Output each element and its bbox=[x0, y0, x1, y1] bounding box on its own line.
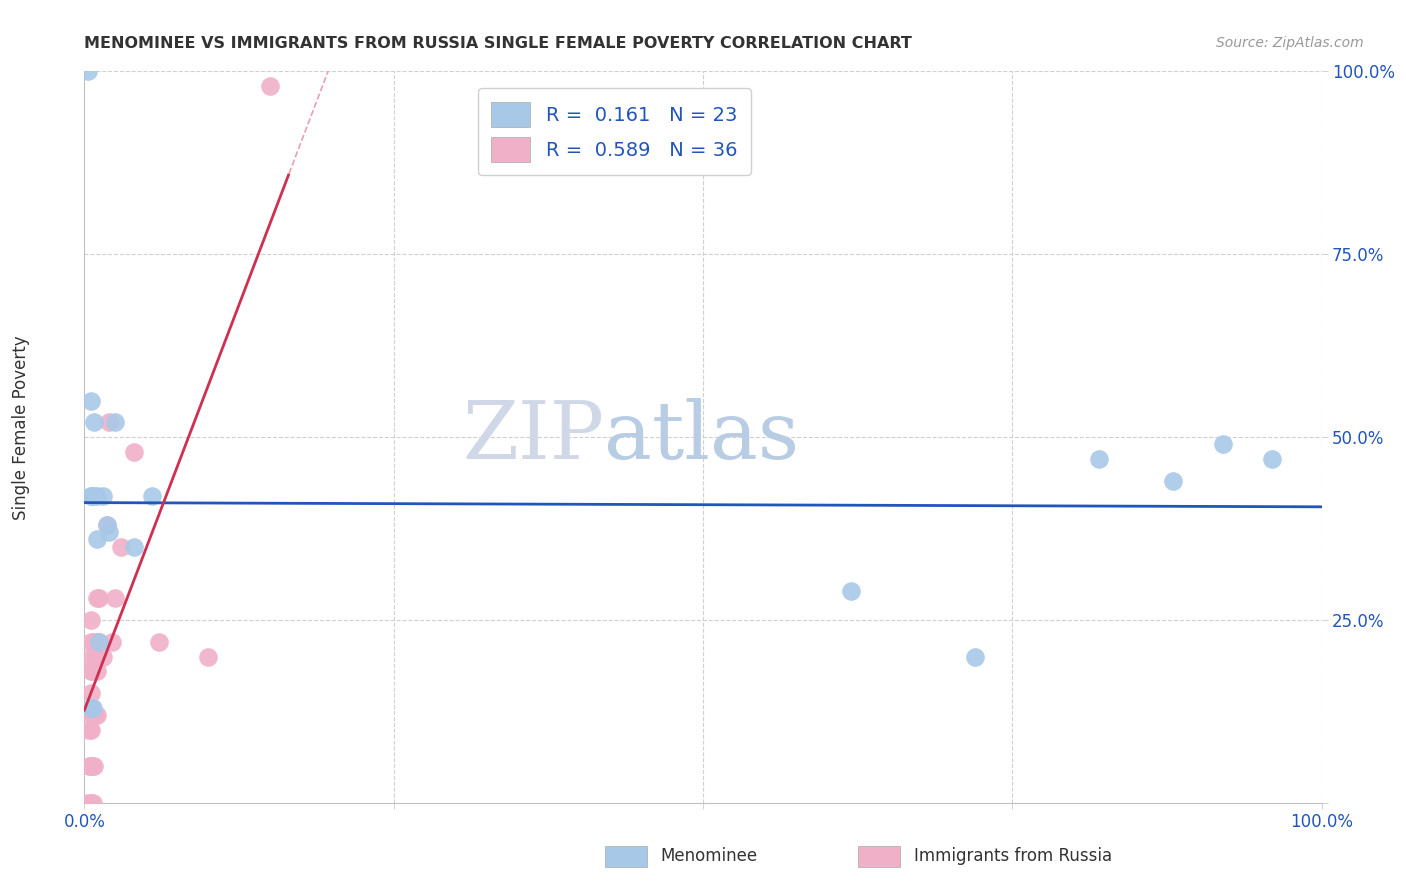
Point bbox=[77, 64, 100, 78]
Point bbox=[1161, 474, 1184, 488]
Point bbox=[86, 533, 108, 547]
Point bbox=[1212, 437, 1234, 451]
Point bbox=[89, 591, 111, 605]
Point bbox=[79, 759, 101, 773]
Text: Single Female Poverty: Single Female Poverty bbox=[13, 336, 30, 520]
Point bbox=[104, 416, 127, 430]
Point bbox=[86, 708, 108, 723]
Point bbox=[80, 664, 103, 678]
Point bbox=[84, 649, 107, 664]
Point bbox=[83, 635, 105, 649]
Point bbox=[79, 649, 101, 664]
Point bbox=[148, 635, 170, 649]
Point bbox=[84, 708, 107, 723]
Text: Menominee: Menominee bbox=[661, 847, 758, 865]
Point bbox=[259, 78, 281, 93]
Point bbox=[110, 540, 132, 554]
Point bbox=[96, 517, 118, 532]
Point bbox=[79, 700, 101, 714]
Point bbox=[89, 635, 111, 649]
Point bbox=[100, 635, 122, 649]
Point bbox=[98, 416, 121, 430]
Point bbox=[83, 759, 105, 773]
Point bbox=[77, 796, 100, 810]
Text: atlas: atlas bbox=[605, 398, 799, 476]
Point bbox=[965, 649, 987, 664]
Text: Immigrants from Russia: Immigrants from Russia bbox=[914, 847, 1112, 865]
Point bbox=[79, 393, 101, 408]
Point bbox=[141, 489, 163, 503]
Point bbox=[86, 591, 108, 605]
Text: ZIP: ZIP bbox=[463, 398, 605, 476]
Point bbox=[83, 416, 105, 430]
Point bbox=[98, 525, 121, 540]
Text: Source: ZipAtlas.com: Source: ZipAtlas.com bbox=[1216, 36, 1364, 50]
Point bbox=[80, 708, 103, 723]
Point bbox=[79, 796, 101, 810]
Point bbox=[841, 583, 863, 598]
Point bbox=[79, 489, 101, 503]
Point bbox=[91, 489, 114, 503]
Point bbox=[79, 613, 101, 627]
Point bbox=[104, 591, 127, 605]
Point bbox=[79, 489, 101, 503]
Text: MENOMINEE VS IMMIGRANTS FROM RUSSIA SINGLE FEMALE POVERTY CORRELATION CHART: MENOMINEE VS IMMIGRANTS FROM RUSSIA SING… bbox=[84, 36, 912, 51]
Point bbox=[89, 635, 111, 649]
Point bbox=[82, 796, 104, 810]
Legend: R =  0.161   N = 23, R =  0.589   N = 36: R = 0.161 N = 23, R = 0.589 N = 36 bbox=[478, 88, 751, 176]
Point bbox=[1261, 452, 1284, 467]
Point bbox=[82, 700, 104, 714]
Point bbox=[80, 759, 103, 773]
Point bbox=[79, 635, 101, 649]
Point bbox=[122, 540, 145, 554]
Point bbox=[79, 723, 101, 737]
Point bbox=[79, 723, 101, 737]
Point bbox=[79, 759, 101, 773]
Point bbox=[79, 686, 101, 700]
Point bbox=[96, 517, 118, 532]
Point bbox=[91, 649, 114, 664]
Point bbox=[79, 664, 101, 678]
Point bbox=[86, 635, 108, 649]
Point bbox=[83, 489, 105, 503]
Point bbox=[122, 444, 145, 458]
Point bbox=[86, 489, 108, 503]
Point bbox=[82, 708, 104, 723]
Point bbox=[1088, 452, 1111, 467]
Point bbox=[197, 649, 219, 664]
Point bbox=[86, 664, 108, 678]
